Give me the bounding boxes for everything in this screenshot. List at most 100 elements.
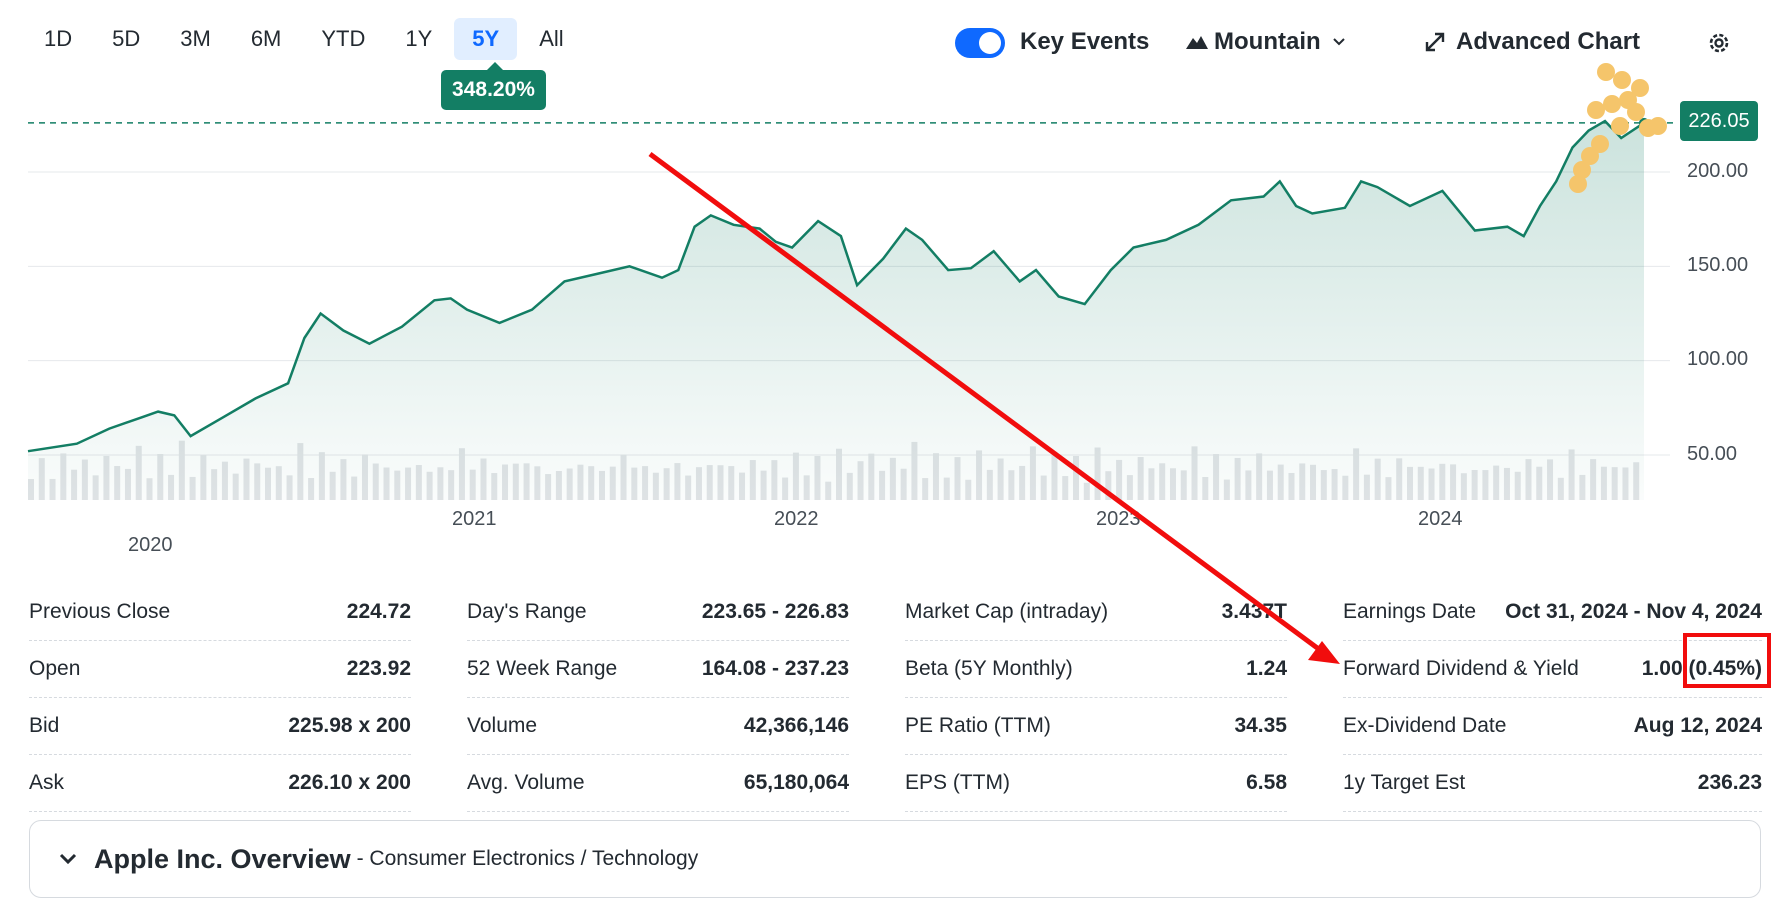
stat-row: Volume 42,366,146	[467, 698, 849, 755]
annotation-highlight-box	[1683, 633, 1771, 688]
stat-label: Market Cap (intraday)	[905, 600, 1109, 623]
stat-label: Ask	[29, 771, 65, 794]
stat-label: Bid	[29, 714, 60, 737]
company-overview-section[interactable]: Apple Inc. Overview - Consumer Electroni…	[29, 820, 1761, 898]
chevron-down-icon	[59, 853, 77, 865]
stat-value: Oct 31, 2024 - Nov 4, 2024	[1505, 600, 1762, 623]
key-event-dot	[1581, 147, 1599, 165]
expand-icon	[1425, 32, 1445, 52]
stat-row: Beta (5Y Monthly) 1.24	[905, 641, 1287, 698]
stat-row: 1y Target Est 236.23	[1343, 755, 1762, 812]
stat-value: 42,366,146	[743, 714, 849, 737]
price-area-fill	[28, 121, 1644, 500]
key-event-dot	[1603, 95, 1621, 113]
overview-subtitle: - Consumer Electronics / Technology	[356, 847, 699, 870]
stat-value: 223.65 - 226.83	[701, 600, 849, 623]
period-5d[interactable]: 5D	[112, 26, 141, 51]
stats-column-1: Previous Close 224.72 Open 223.92 Bid 225.9…	[29, 584, 411, 812]
x-tick-label: 2022	[774, 508, 819, 530]
chevron-down-icon	[1332, 38, 1345, 46]
stat-value: 223.92	[346, 657, 411, 680]
key-event-dot	[1569, 175, 1587, 193]
stat-label: PE Ratio (TTM)	[905, 714, 1051, 737]
stat-value: 164.08 - 237.23	[701, 657, 849, 680]
stat-row: Day's Range 223.65 - 226.83	[467, 584, 849, 641]
y-tick-label: 200.00	[1687, 160, 1749, 182]
stat-value: 34.35	[1234, 714, 1287, 737]
advanced-chart-label: Advanced Chart	[1456, 28, 1641, 55]
stat-value: 1.24	[1246, 657, 1287, 680]
toggle-knob	[979, 32, 1001, 54]
key-event-dot	[1627, 103, 1645, 121]
y-tick-label: 150.00	[1687, 254, 1749, 276]
key-event-dot	[1631, 79, 1649, 97]
key-events-text: Key Events	[1020, 28, 1150, 55]
stat-value: 225.98 x 200	[288, 714, 411, 737]
chart-type-dropdown[interactable]: Mountain	[1186, 22, 1347, 62]
key-event-dot	[1587, 101, 1605, 119]
stat-row: Ask 226.10 x 200	[29, 755, 411, 812]
stats-column-2: Day's Range 223.65 - 226.83 52 Week Range…	[467, 584, 849, 812]
stat-label: Previous Close	[29, 600, 171, 623]
stat-label: Avg. Volume	[467, 771, 585, 794]
key-event-dot	[1649, 117, 1667, 135]
key-event-dot	[1573, 161, 1591, 179]
x-tick-label: 2023	[1096, 508, 1141, 530]
period-5y[interactable]: 5Y	[454, 18, 518, 60]
key-event-dot	[1597, 63, 1615, 81]
period-6m[interactable]: 6M	[250, 26, 282, 51]
stat-row: Bid 225.98 x 200	[29, 698, 411, 755]
stat-row: Previous Close 224.72	[29, 584, 411, 641]
key-event-dot	[1611, 117, 1629, 135]
stat-row: Forward Dividend & Yield 1.00 (0.45%)	[1343, 641, 1762, 698]
key-events-label[interactable]: Key Events	[1020, 22, 1149, 62]
x-tick-label: 2020	[128, 534, 173, 556]
stat-value: 236.23	[1697, 771, 1762, 794]
mountain-icon	[1186, 36, 1208, 49]
stat-label: EPS (TTM)	[905, 771, 1010, 794]
stat-value: 6.58	[1246, 771, 1287, 794]
stat-row: PE Ratio (TTM) 34.35	[905, 698, 1287, 755]
key-event-dot	[1613, 71, 1631, 89]
period-all[interactable]: All	[539, 26, 564, 51]
stat-value: 1.00 (0.45%)	[1641, 657, 1762, 680]
current-price-tag: 226.05	[1680, 101, 1758, 141]
stat-value: 3.437T	[1221, 600, 1287, 623]
stat-value: 226.10 x 200	[288, 771, 411, 794]
stat-row: Ex-Dividend Date Aug 12, 2024	[1343, 698, 1762, 755]
stat-value: 224.72	[346, 600, 411, 623]
stat-label: Ex-Dividend Date	[1343, 714, 1507, 737]
overview-title: Apple Inc. Overview	[94, 843, 351, 874]
advanced-chart-button[interactable]: Advanced Chart	[1424, 22, 1640, 62]
x-tick-label: 2024	[1418, 508, 1463, 530]
stat-row: 52 Week Range 164.08 - 237.23	[467, 641, 849, 698]
y-tick-label: 100.00	[1687, 348, 1749, 370]
stat-row: Market Cap (intraday) 3.437T	[905, 584, 1287, 641]
stat-label: Earnings Date	[1343, 600, 1477, 623]
change-percent-badge: 348.20%	[441, 62, 546, 110]
stats-column-3: Market Cap (intraday) 3.437T Beta (5Y Mon…	[905, 584, 1287, 812]
stat-row: Avg. Volume 65,180,064	[467, 755, 849, 812]
period-1y[interactable]: 1Y	[405, 26, 433, 51]
key-event-dot	[1591, 135, 1609, 153]
stat-label: Beta (5Y Monthly)	[905, 657, 1073, 680]
period-ytd[interactable]: YTD	[321, 26, 366, 51]
x-tick-label: 2021	[452, 508, 497, 530]
stat-label: Day's Range	[467, 600, 587, 623]
price-chart[interactable]	[0, 60, 1790, 560]
stat-value: 65,180,064	[743, 771, 849, 794]
gear-icon[interactable]	[1705, 29, 1733, 57]
stat-label: Volume	[467, 714, 538, 737]
stat-label: 1y Target Est	[1343, 771, 1466, 794]
stat-row: Earnings Date Oct 31, 2024 - Nov 4, 2024	[1343, 584, 1762, 641]
key-events-toggle[interactable]	[955, 28, 1005, 58]
stats-column-4: Earnings Date Oct 31, 2024 - Nov 4, 2024 …	[1343, 584, 1762, 812]
period-selector: 1D 5D 3M 6M YTD 1Y 5Y All	[26, 18, 582, 60]
period-1d[interactable]: 1D	[44, 26, 73, 51]
period-3m[interactable]: 3M	[180, 26, 211, 51]
chart-type-label: Mountain	[1214, 28, 1321, 55]
stat-label: 52 Week Range	[467, 657, 618, 680]
stat-value: Aug 12, 2024	[1633, 714, 1762, 737]
stat-label: Forward Dividend & Yield	[1343, 657, 1579, 680]
stat-row: EPS (TTM) 6.58	[905, 755, 1287, 812]
